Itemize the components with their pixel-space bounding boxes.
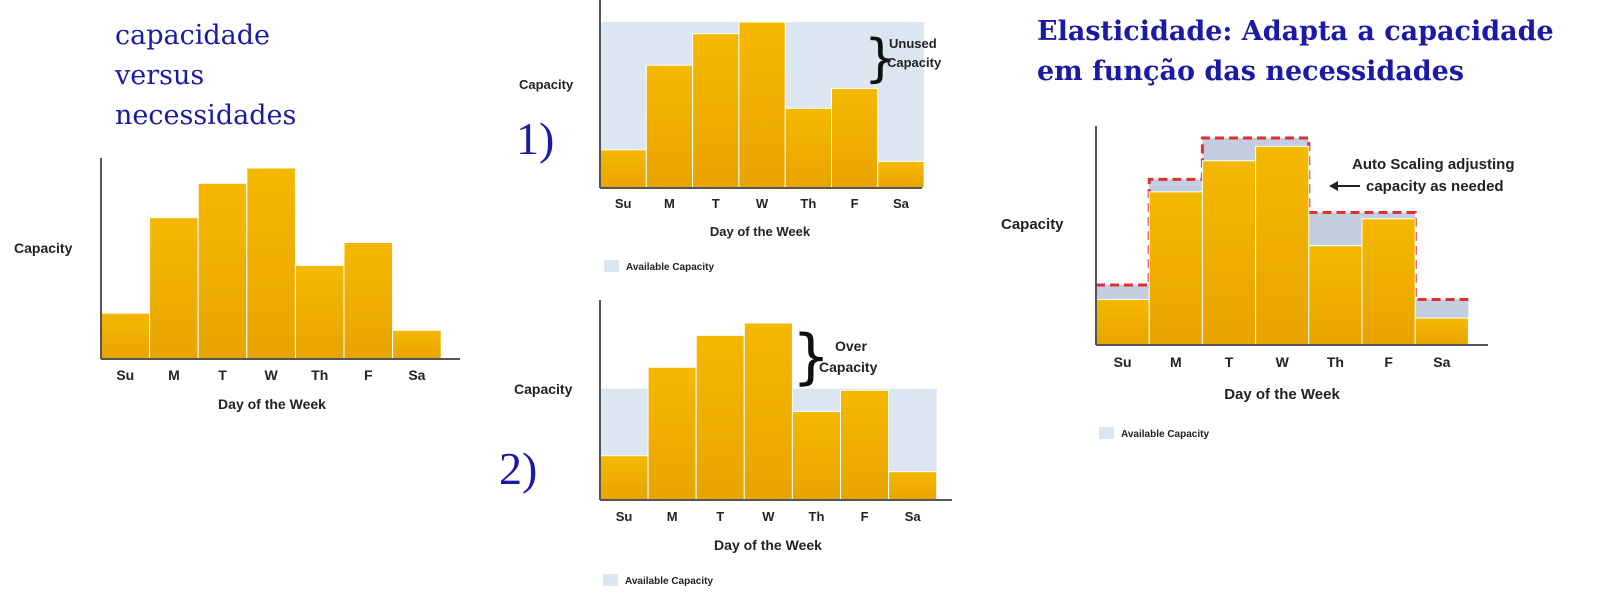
x-tick-Su: Su: [1114, 354, 1132, 370]
bar-T: [1201, 160, 1257, 346]
bar-Sa: [877, 160, 925, 189]
x-tick-W: W: [264, 367, 278, 383]
x-tick-F: F: [364, 367, 373, 383]
x-tick-T: T: [712, 196, 720, 211]
bar-W: [1255, 145, 1310, 346]
bar-F: [831, 87, 879, 189]
y-axis-title: Capacity: [14, 240, 73, 256]
bar-Su: [1095, 298, 1150, 346]
bar-T: [692, 33, 740, 189]
x-axis-title: Day of the Week: [1224, 386, 1340, 403]
intro-heading-line-3: necessidades: [115, 100, 297, 131]
x-tick-Sa: Sa: [1433, 354, 1450, 370]
x-tick-W: W: [1276, 354, 1290, 370]
bar-Sa: [1414, 317, 1469, 346]
bar-F: [343, 241, 394, 360]
bar-F: [840, 389, 890, 501]
x-tick-Su: Su: [615, 196, 632, 211]
x-tick-T: T: [716, 509, 724, 524]
x-tick-Th: Th: [311, 367, 328, 383]
x-tick-Sa: Sa: [408, 367, 425, 383]
x-tick-T: T: [1225, 354, 1234, 370]
x-tick-M: M: [168, 367, 180, 383]
brace-icon: }: [864, 29, 897, 89]
x-tick-M: M: [1170, 354, 1182, 370]
scenario-2-label: 2): [499, 443, 538, 494]
bar-Th: [791, 411, 842, 501]
annotation-line-2: Capacity: [819, 359, 878, 375]
annotation-line-1: Over: [835, 338, 867, 354]
x-tick-Su: Su: [116, 367, 134, 383]
y-axis-title: Capacity: [519, 77, 574, 92]
bar-Sa: [392, 329, 442, 360]
bar-F: [1361, 218, 1416, 346]
bar-T: [695, 334, 745, 501]
x-tick-Th: Th: [809, 509, 825, 524]
y-axis-title: Capacity: [1001, 216, 1064, 233]
x-tick-T: T: [218, 367, 227, 383]
elasticity-heading-line-1: Elasticidade: Adapta a capacidade: [1037, 16, 1554, 47]
x-tick-M: M: [667, 509, 678, 524]
legend-swatch: [604, 260, 619, 272]
elasticity-heading-line-2: em função das necessidades: [1037, 56, 1465, 87]
bar-Su: [599, 149, 647, 189]
x-tick-F: F: [861, 509, 869, 524]
x-tick-W: W: [756, 196, 769, 211]
arrow-left-icon: [1329, 181, 1338, 191]
bar-Th: [1308, 245, 1363, 346]
x-tick-Sa: Sa: [905, 509, 922, 524]
brace-icon: }: [792, 322, 830, 392]
x-tick-Th: Th: [1327, 354, 1344, 370]
x-tick-Th: Th: [800, 196, 816, 211]
annotation-line-1: Unused: [889, 36, 937, 51]
scenario-1-label: 1): [516, 113, 555, 164]
legend-label: Available Capacity: [626, 262, 714, 273]
x-tick-W: W: [762, 509, 775, 524]
legend-label: Available Capacity: [625, 576, 713, 587]
x-tick-Sa: Sa: [893, 196, 910, 211]
bar-M: [1148, 191, 1203, 346]
annotation-line-1: Auto Scaling adjusting: [1352, 156, 1515, 173]
elasticity-heading: Elasticidade: Adapta a capacidade em fun…: [1037, 12, 1617, 92]
bar-W: [246, 167, 296, 360]
x-tick-Su: Su: [616, 509, 633, 524]
legend-swatch: [603, 574, 618, 586]
bar-Th: [784, 107, 833, 189]
y-axis-title: Capacity: [514, 381, 573, 397]
legend-label: Available Capacity: [1121, 429, 1209, 440]
annotation-line-2: Capacity: [887, 55, 942, 70]
bar-W: [738, 21, 786, 189]
x-tick-F: F: [851, 196, 859, 211]
intro-heading-line-1: capacidade: [115, 20, 270, 51]
x-tick-M: M: [664, 196, 675, 211]
x-axis-title: Day of the Week: [218, 396, 326, 412]
legend-swatch: [1099, 427, 1114, 439]
bar-Su: [599, 455, 649, 501]
x-axis-title: Day of the Week: [714, 537, 822, 553]
bar-T: [197, 182, 248, 360]
x-axis-title: Day of the Week: [710, 224, 811, 239]
intro-heading-line-2: versus: [115, 60, 205, 91]
x-tick-F: F: [1384, 354, 1393, 370]
intro-heading: capacidade versus necessidades: [115, 16, 375, 136]
annotation-line-2: capacity as needed: [1366, 178, 1504, 195]
